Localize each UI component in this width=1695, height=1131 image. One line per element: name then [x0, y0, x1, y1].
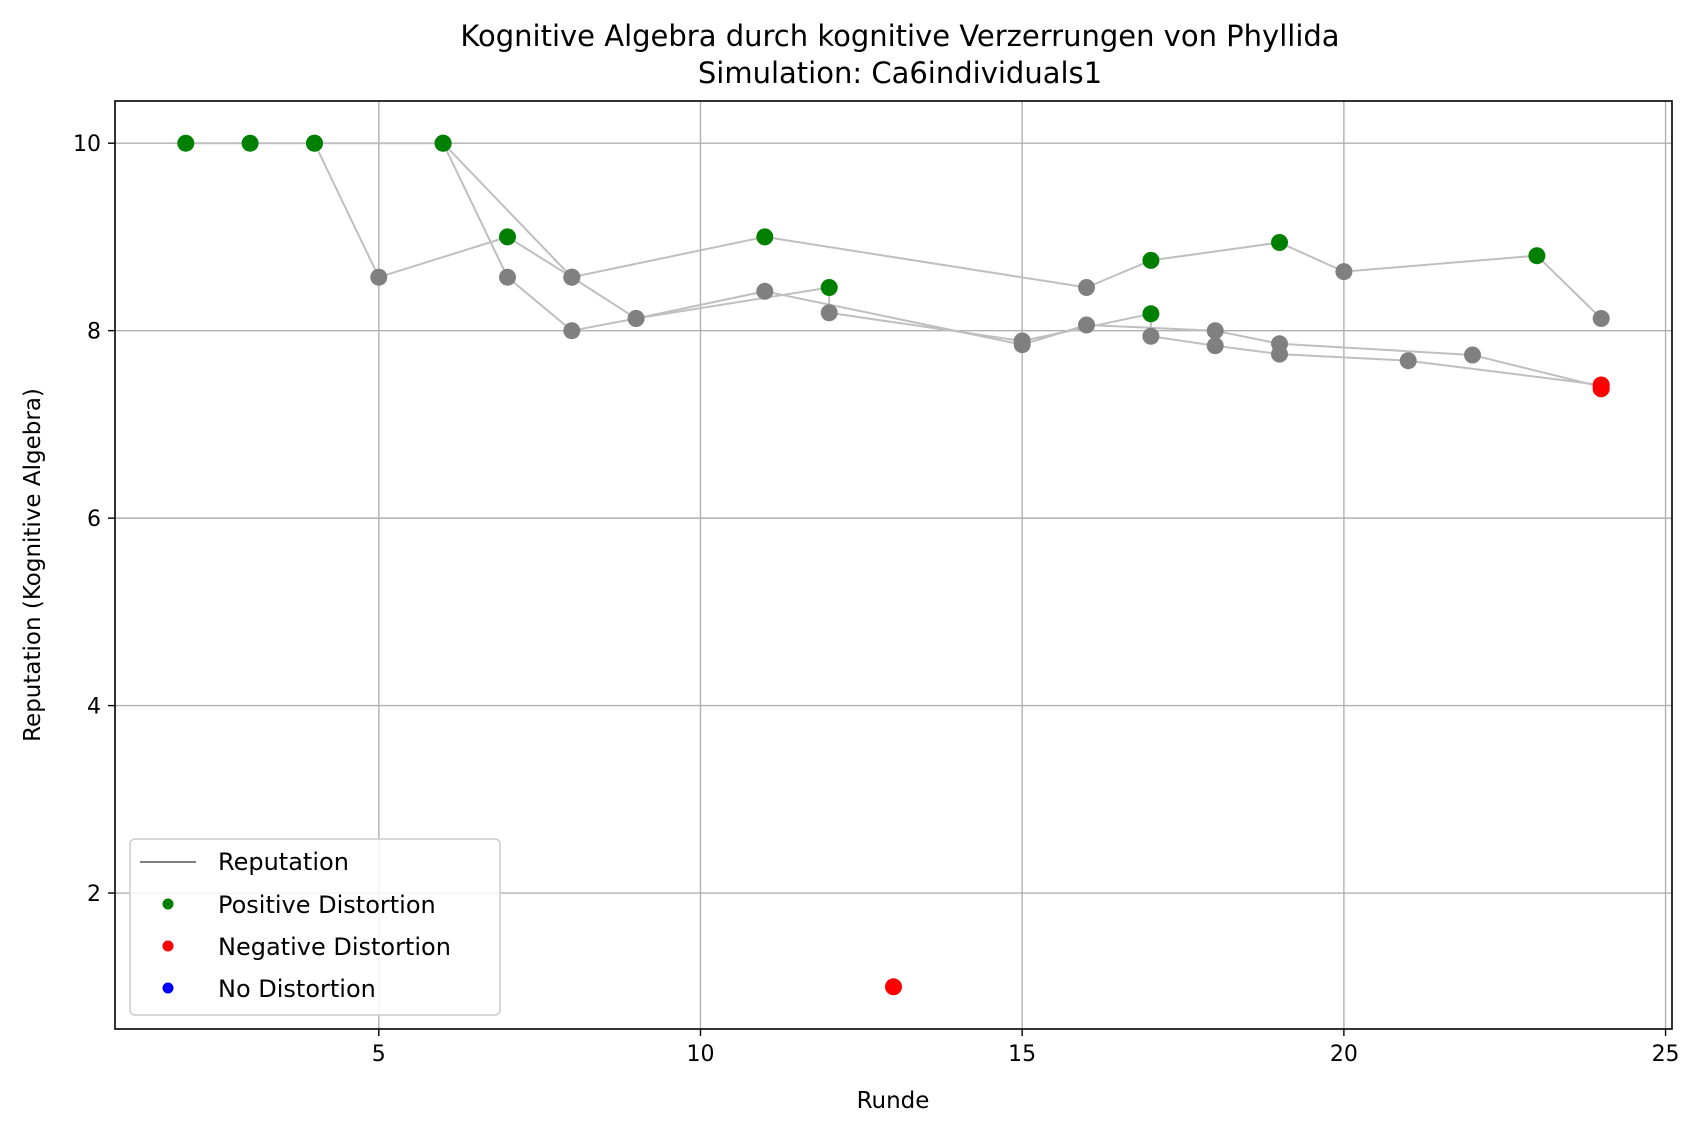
data-point-positive — [1271, 234, 1288, 251]
data-point-none — [1399, 352, 1417, 370]
data-point-none — [1592, 310, 1610, 327]
data-point-positive — [499, 228, 516, 246]
y-axis-label: Reputation (Kognitive Algebra) — [20, 388, 46, 742]
data-point-negative — [885, 978, 902, 996]
data-point-none — [1271, 345, 1288, 363]
data-point-positive — [177, 134, 195, 152]
x-tick-label: 10 — [686, 1042, 714, 1067]
legend-swatch-none — [162, 982, 174, 994]
y-tick-label: 6 — [87, 507, 101, 532]
grid — [115, 101, 1672, 1029]
y-tick-label: 2 — [87, 882, 101, 907]
data-point-none — [627, 310, 645, 327]
data-point-none — [1206, 337, 1224, 355]
y-axis: 2 4 6 8 10 — [73, 132, 115, 907]
legend-swatch-negative — [162, 940, 174, 952]
data-point-none — [1078, 316, 1095, 334]
plot-frame — [114, 100, 1673, 1030]
data-point-none — [1078, 279, 1095, 296]
data-point-none — [1142, 327, 1160, 345]
x-axis-label: Runde — [857, 1088, 930, 1114]
chart-title: Kognitive Algebra durch kognitive Verzer… — [460, 19, 1339, 53]
legend-label-none: No Distortion — [218, 975, 376, 1003]
x-axis: 5 10 15 20 25 — [372, 1029, 1680, 1067]
data-point-none — [563, 268, 581, 286]
data-point-negative — [1592, 380, 1610, 398]
chart-subtitle: Simulation: Ca6individuals1 — [698, 56, 1102, 90]
legend-swatch-positive — [162, 898, 174, 910]
data-point-none — [1013, 332, 1031, 350]
x-tick-label: 25 — [1652, 1042, 1680, 1067]
data-point-none — [370, 268, 388, 286]
data-markers — [177, 134, 1610, 996]
data-point-none — [1206, 322, 1224, 340]
data-point-positive — [1528, 247, 1546, 265]
legend: Reputation Positive Distortion Negative … — [129, 838, 501, 1016]
data-point-none — [499, 268, 516, 286]
data-point-none — [820, 304, 838, 322]
legend-box — [129, 838, 501, 1016]
data-point-positive — [1142, 305, 1160, 323]
legend-label-reputation: Reputation — [218, 848, 349, 876]
data-point-positive — [306, 134, 323, 152]
data-point-none — [756, 282, 774, 300]
data-point-positive — [756, 228, 774, 246]
legend-label-positive: Positive Distortion — [218, 891, 436, 919]
data-point-none — [563, 322, 581, 340]
x-tick-label: 15 — [1008, 1042, 1036, 1067]
y-tick-label: 4 — [87, 695, 101, 720]
y-tick-label: 10 — [73, 132, 101, 157]
data-point-positive — [434, 134, 452, 152]
data-point-positive — [241, 134, 259, 152]
data-point-positive — [820, 279, 838, 296]
x-tick-label: 20 — [1330, 1042, 1358, 1067]
y-tick-label: 8 — [87, 320, 101, 345]
data-point-none — [1335, 263, 1353, 281]
legend-label-negative: Negative Distortion — [218, 933, 451, 961]
x-tick-label: 5 — [372, 1042, 386, 1067]
data-point-none — [1464, 346, 1481, 364]
data-point-positive — [1142, 251, 1160, 269]
